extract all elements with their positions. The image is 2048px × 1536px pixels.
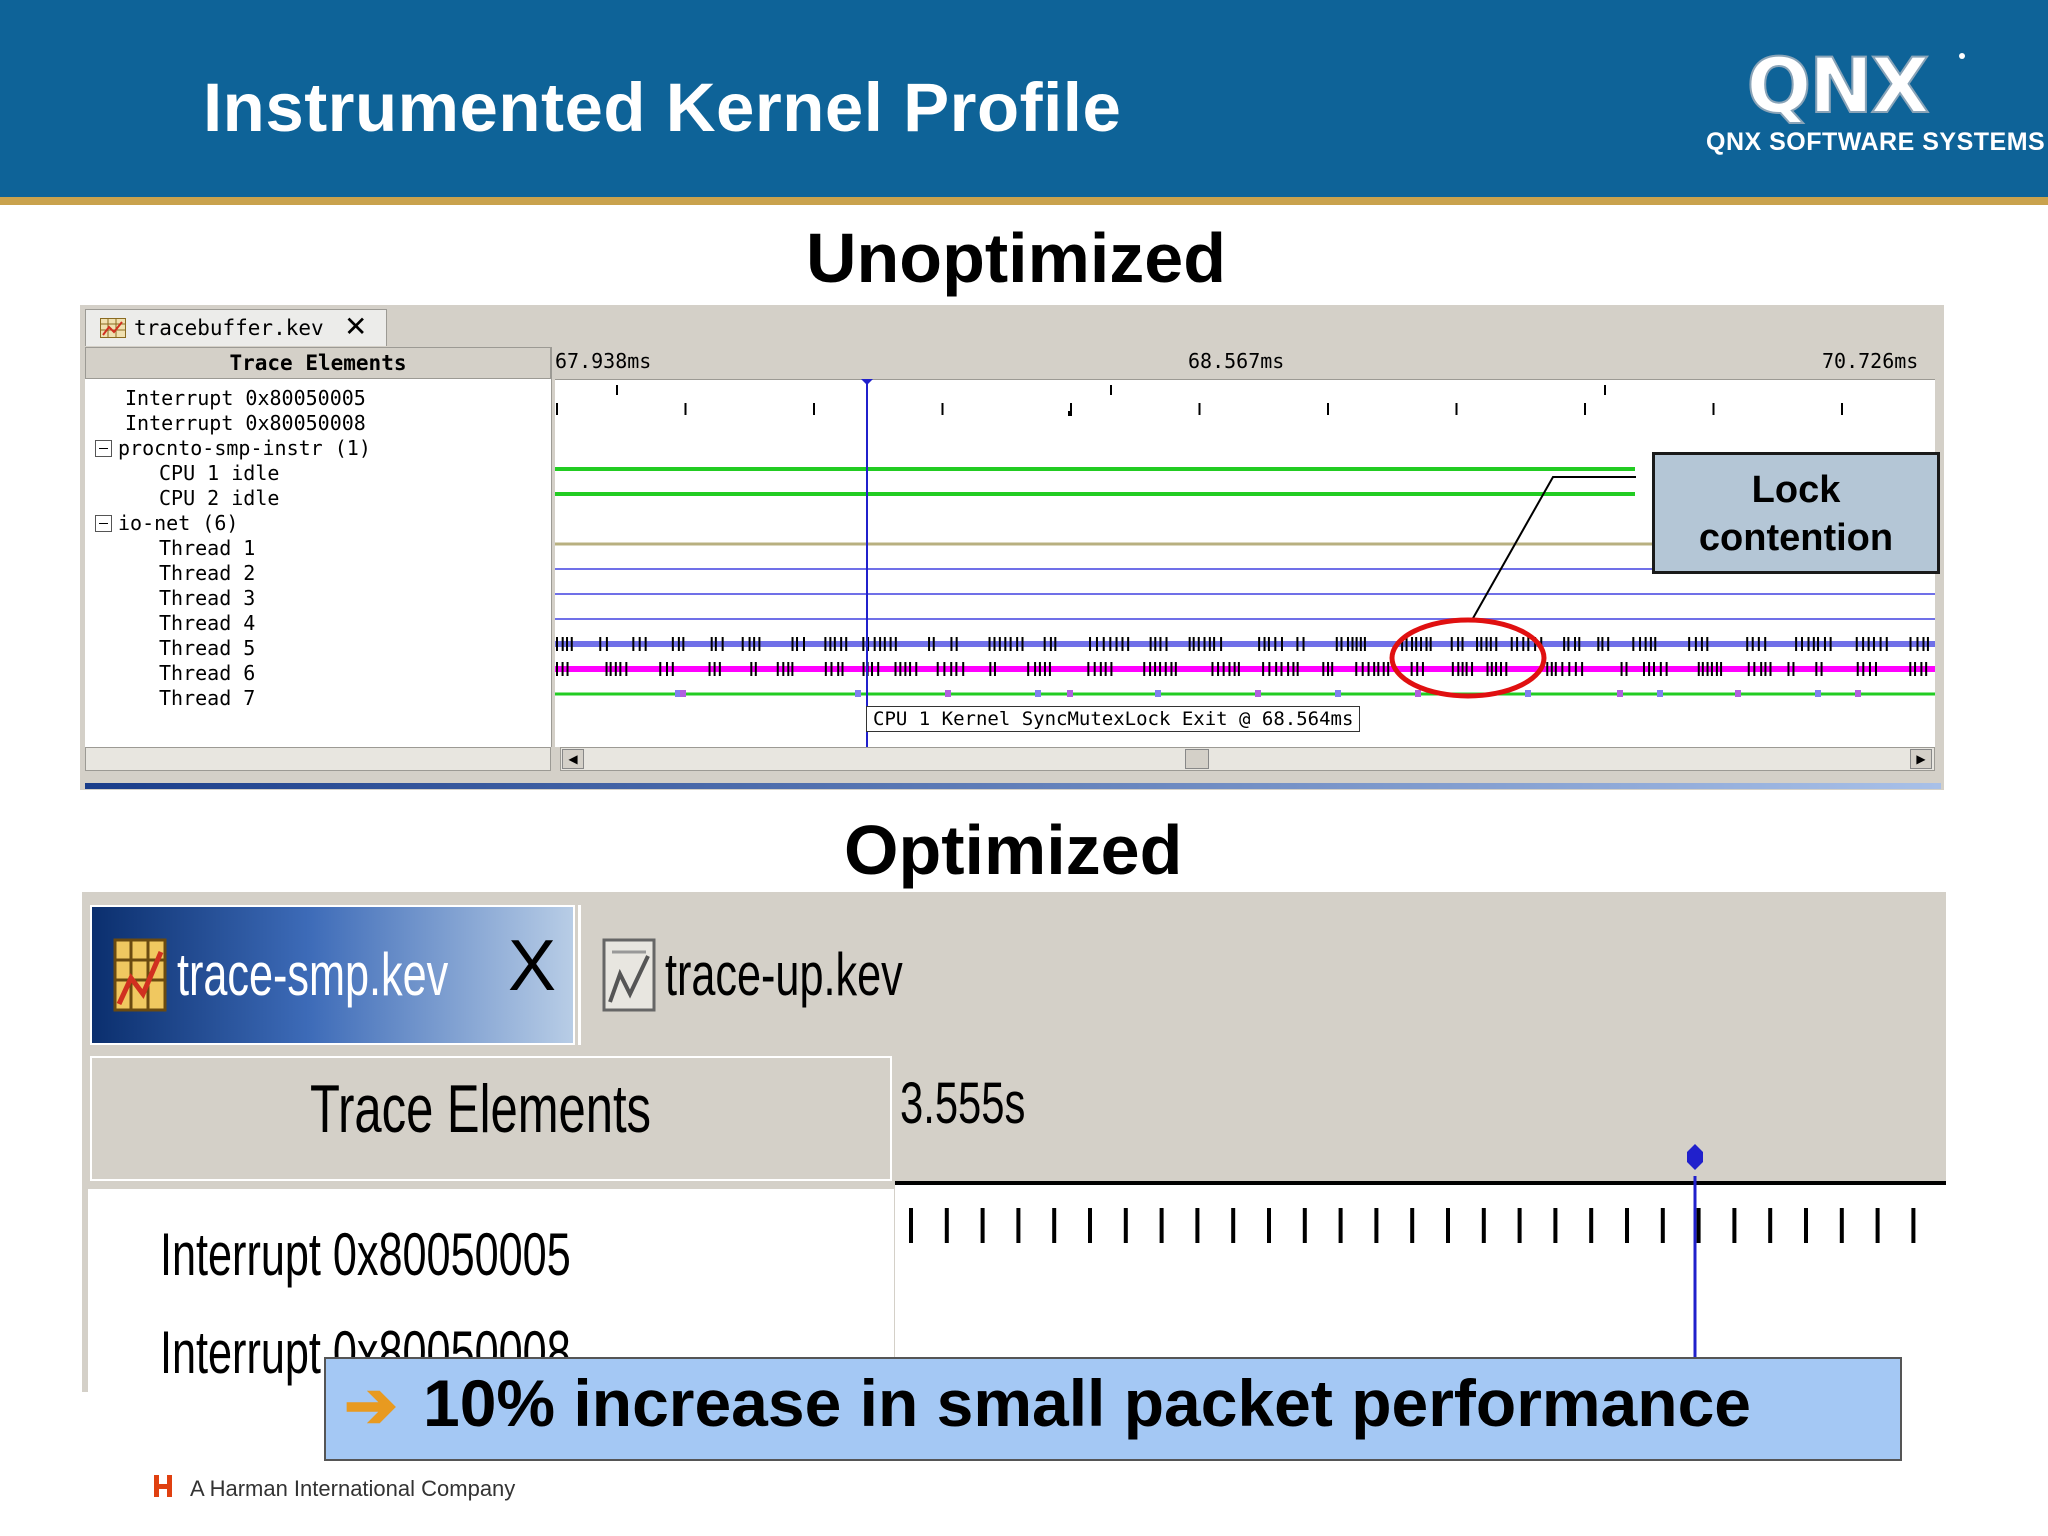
tree-item[interactable]: Thread 7: [95, 686, 371, 711]
tree-item-label: Thread 6: [159, 661, 256, 685]
collapse-icon[interactable]: [95, 440, 112, 457]
thread7-event: [1735, 690, 1741, 697]
thread7-event: [1855, 690, 1861, 697]
scroll-thumb[interactable]: [1185, 749, 1209, 769]
trace-elements-header-label: Trace Elements: [310, 1071, 652, 1147]
qnx-logo-icon: QNX: [1746, 46, 1965, 126]
close-icon[interactable]: ✕: [344, 311, 368, 342]
tree-item[interactable]: Thread 1: [95, 536, 371, 561]
close-icon[interactable]: X: [508, 926, 557, 1006]
thread7-event: [1255, 690, 1261, 697]
logo-wordmark: QNX: [1747, 46, 1929, 126]
tree-item[interactable]: CPU 1 idle: [95, 461, 371, 486]
tree-item[interactable]: Thread 6: [95, 661, 371, 686]
tree-item-label: Thread 2: [159, 561, 256, 585]
tree-item[interactable]: io-net (6): [95, 511, 371, 536]
timeline-scrollbar[interactable]: [560, 747, 1935, 771]
tree-item-label: procnto-smp-instr (1): [118, 436, 371, 460]
thread7-event: [1617, 690, 1623, 697]
tree-item[interactable]: Interrupt 0x80050005: [160, 1221, 571, 1288]
slide-title: Instrumented Kernel Profile: [203, 69, 1122, 146]
tree-item[interactable]: Thread 5: [95, 636, 371, 661]
tree-item-label: Thread 4: [159, 611, 256, 635]
trace-elements-list: Interrupt 0x80050005 Interrupt 0x80050008…: [95, 386, 371, 711]
tab-tracebuffer[interactable]: [85, 309, 387, 346]
unoptimized-title: Unoptimized: [806, 219, 1226, 297]
trace-elements-tree: [85, 347, 552, 747]
callout-line1: Lock: [1751, 469, 1841, 511]
thread7-event: [1035, 690, 1041, 697]
header-stripe: [0, 197, 2048, 205]
tree-item-label: CPU 2 idle: [159, 486, 280, 510]
thread7-event: [855, 690, 861, 697]
footer-text: A Harman International Company: [190, 1476, 516, 1501]
thread7-event: [1525, 690, 1531, 697]
thread7-event: [1335, 690, 1341, 697]
thread7-event: [680, 690, 686, 697]
thread7-event: [1067, 690, 1073, 697]
thread7-event: [945, 690, 951, 697]
tree-item-label: Interrupt 0x80050005: [125, 386, 366, 410]
thread7-event: [1815, 690, 1821, 697]
time-start-label: 67.938ms: [555, 349, 652, 373]
time-end-label: 70.726ms: [1822, 349, 1919, 373]
tree-item-label: Thread 3: [159, 586, 256, 610]
arrow-right-icon: ➔: [344, 1369, 398, 1441]
thread7-event: [1155, 690, 1161, 697]
slide-header: [0, 0, 2048, 197]
tree-item[interactable]: Thread 4: [95, 611, 371, 636]
cursor-marker: [1687, 1144, 1703, 1170]
collapse-icon[interactable]: [95, 515, 112, 532]
banner-text: 10% increase in small packet performance: [423, 1366, 1751, 1440]
tree-item-label: CPU 1 idle: [159, 461, 280, 485]
tree-item[interactable]: Interrupt 0x80050005: [95, 386, 371, 411]
callout-line2: contention: [1698, 517, 1894, 559]
tree-item-label: Thread 5: [159, 636, 256, 660]
scroll-right-icon[interactable]: ▶: [1910, 749, 1932, 769]
optimized-title: Optimized: [844, 811, 1183, 889]
thread7-event: [1657, 690, 1663, 697]
tree-item[interactable]: Thread 3: [95, 586, 371, 611]
tree-item-label: io-net (6): [118, 511, 239, 535]
time-mid-label: 68.567ms: [1188, 349, 1285, 373]
tree-item[interactable]: procnto-smp-instr (1): [95, 436, 371, 461]
tree-item-label: Thread 7: [159, 686, 256, 710]
interrupt-marker: [1068, 411, 1072, 416]
timeline-ruler: [895, 1056, 1946, 1181]
tab-label: trace-smp.kev: [177, 941, 449, 1008]
lock-contention-callout: Lock contention: [1652, 452, 1940, 574]
timeline-ruler: [555, 347, 1935, 380]
tab-divider: [578, 905, 581, 1045]
trace-log-icon: [113, 938, 167, 1012]
tab-label: tracebuffer.kev: [134, 316, 324, 340]
trace-log-icon: [602, 938, 656, 1012]
trace-timeline-graph: [909, 1144, 1916, 1394]
time-label: 3.555s: [900, 1071, 1026, 1136]
tree-item-label: Thread 1: [159, 536, 256, 560]
event-tooltip: CPU 1 Kernel SyncMutexLock Exit @ 68.564…: [866, 706, 1361, 732]
tree-scrollbar[interactable]: [85, 747, 551, 771]
logo-subtext: QNX SOFTWARE SYSTEMS: [1706, 128, 2046, 156]
cursor-marker: [861, 379, 873, 385]
tree-item[interactable]: CPU 2 idle: [95, 486, 371, 511]
trace-log-icon: [100, 318, 126, 338]
tree-item[interactable]: Thread 2: [95, 561, 371, 586]
tree-item-label: Interrupt 0x80050008: [125, 411, 366, 435]
panel-bottom-bar: [85, 783, 1941, 789]
thread7-event: [675, 690, 681, 697]
trace-elements-header[interactable]: Trace Elements: [85, 347, 551, 379]
harman-h-icon: [154, 1475, 172, 1497]
tree-item[interactable]: Interrupt 0x80050008: [95, 411, 371, 436]
trace-elements-header[interactable]: [90, 1056, 892, 1181]
scroll-left-icon[interactable]: ◀: [562, 749, 584, 769]
tab-trace-smp[interactable]: [90, 905, 575, 1045]
result-banner: [324, 1357, 1902, 1461]
thread7-event: [1415, 690, 1421, 697]
tab-trace-up[interactable]: trace-up.kev: [665, 941, 903, 1008]
